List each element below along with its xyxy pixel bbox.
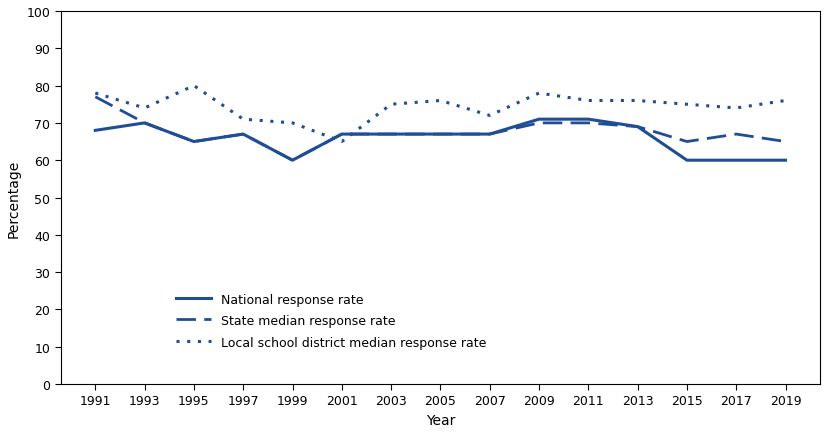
State median response rate [633,125,643,130]
Local school district median response rate [781,99,791,104]
National response rate [485,132,495,138]
Local school district median response rate [436,99,446,104]
State median response rate [189,140,198,145]
National response rate [90,128,100,134]
X-axis label: Year: Year [426,413,455,427]
Local school district median response rate [583,99,593,104]
Local school district median response rate [534,91,544,96]
State median response rate [485,132,495,138]
Local school district median response rate [140,106,150,111]
National response rate [781,158,791,164]
National response rate [436,132,446,138]
Local school district median response rate [238,117,248,122]
National response rate [337,132,347,138]
State median response rate [682,140,692,145]
Line: State median response rate: State median response rate [95,98,786,161]
National response rate [583,117,593,122]
National response rate [682,158,692,164]
State median response rate [583,121,593,126]
State median response rate [534,121,544,126]
State median response rate [337,132,347,138]
Y-axis label: Percentage: Percentage [7,159,21,237]
State median response rate [386,132,396,138]
State median response rate [731,132,741,138]
National response rate [534,117,544,122]
Line: National response rate: National response rate [95,120,786,161]
National response rate [633,125,643,130]
Local school district median response rate [386,102,396,108]
National response rate [140,121,150,126]
Local school district median response rate [288,121,298,126]
Local school district median response rate [731,106,741,111]
National response rate [189,140,198,145]
Local school district median response rate [485,114,495,119]
Local school district median response rate [90,91,100,96]
National response rate [731,158,741,164]
State median response rate [288,158,298,164]
Local school district median response rate [682,102,692,108]
National response rate [238,132,248,138]
Local school district median response rate [633,99,643,104]
State median response rate [90,95,100,100]
State median response rate [238,132,248,138]
Legend: National response rate, State median response rate, Local school district median: National response rate, State median res… [165,283,496,359]
Local school district median response rate [189,84,198,89]
National response rate [288,158,298,164]
National response rate [386,132,396,138]
State median response rate [781,140,791,145]
Line: Local school district median response rate: Local school district median response ra… [95,86,786,142]
State median response rate [436,132,446,138]
State median response rate [140,121,150,126]
Local school district median response rate [337,140,347,145]
